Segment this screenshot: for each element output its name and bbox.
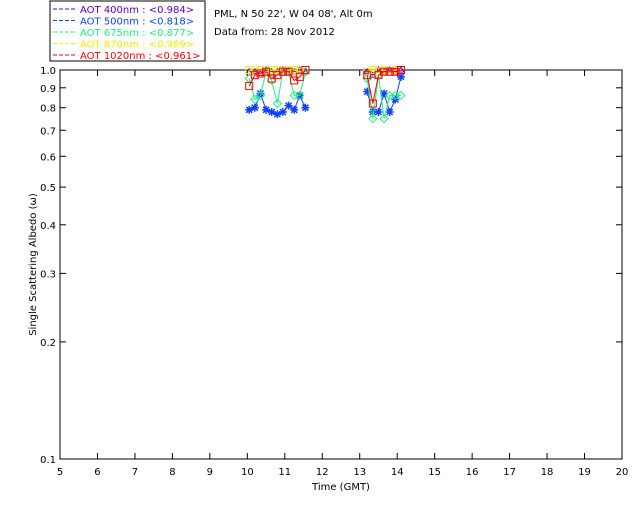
- y-tick-label: 0.9: [40, 84, 56, 95]
- legend-entry: AOT 400nm : <0.984>: [80, 5, 194, 16]
- data-point: [285, 102, 293, 110]
- x-tick-label: 18: [541, 467, 554, 478]
- data-point: [262, 106, 270, 114]
- data-point: [295, 72, 304, 81]
- x-tick-label: 13: [353, 467, 366, 478]
- data-point: [379, 113, 389, 124]
- data-point: [267, 66, 276, 74]
- y-tick-label: 0.3: [40, 269, 56, 280]
- data-point: [368, 113, 378, 124]
- x-tick-label: 8: [169, 467, 175, 478]
- data-point: [290, 66, 299, 74]
- legend-entry: AOT 1020nm : <0.961>: [80, 51, 200, 62]
- x-tick-label: 10: [241, 467, 254, 478]
- data-point: [396, 90, 406, 101]
- x-tick-label: 14: [391, 467, 404, 478]
- data-point: [250, 71, 259, 80]
- data-point: [369, 108, 377, 116]
- data-point: [256, 69, 265, 78]
- legend-box: [49, 0, 206, 62]
- x-tick-label: 7: [132, 467, 138, 478]
- plot-frame: [59, 69, 623, 460]
- x-tick-label: 16: [466, 467, 479, 478]
- data-point: [362, 73, 372, 84]
- data-point: [295, 90, 305, 101]
- y-tick-label: 0.7: [40, 126, 56, 137]
- y-axis-label: Single Scattering Albedo (ω): [28, 193, 39, 336]
- y-tick-label: 0.5: [40, 183, 56, 194]
- x-tick-label: 12: [316, 467, 329, 478]
- y-tick-label: 0.8: [40, 104, 56, 115]
- x-tick-label: 5: [57, 467, 63, 478]
- data-point: [380, 67, 389, 76]
- data-point: [262, 67, 271, 76]
- data-point: [380, 89, 388, 98]
- data-point: [272, 98, 283, 109]
- y-tick-label: 0.2: [40, 338, 56, 349]
- legend-entry: AOT 675nm : <0.877>: [80, 28, 194, 39]
- x-tick-label: 6: [94, 467, 100, 478]
- data-point: [251, 104, 259, 112]
- y-tick-label: 0.1: [40, 455, 56, 466]
- data-point: [245, 81, 254, 90]
- x-tick-label: 17: [503, 467, 516, 478]
- legend-entry: AOT 870nm : <0.989>: [80, 40, 194, 51]
- legend-entry: AOT 500nm : <0.818>: [80, 17, 194, 28]
- x-tick-label: 11: [278, 467, 291, 478]
- data-point: [396, 66, 405, 74]
- data-point: [268, 108, 276, 116]
- data-point: [363, 71, 372, 80]
- data-point: [385, 67, 394, 76]
- chart-subtitle: Data from: 28 Nov 2012: [214, 27, 335, 38]
- x-tick-label: 9: [207, 467, 213, 478]
- data-point: [250, 94, 260, 105]
- y-tick-label: 0.6: [40, 152, 56, 163]
- data-point: [301, 104, 309, 112]
- data-point: [391, 67, 400, 76]
- data-point: [279, 108, 287, 116]
- y-tick-label: 0.4: [40, 221, 56, 232]
- x-tick-label: 20: [616, 467, 629, 478]
- data-point: [278, 67, 287, 76]
- data-point: [245, 66, 254, 74]
- data-point: [284, 67, 293, 76]
- data-point: [295, 67, 304, 76]
- data-point: [368, 66, 377, 74]
- x-axis-label: Time (GMT): [311, 482, 370, 493]
- data-point: [273, 66, 282, 74]
- x-tick-label: 15: [428, 467, 441, 478]
- data-point: [290, 106, 298, 114]
- series-line: [366, 75, 401, 119]
- data-point: [386, 108, 394, 116]
- chart-title: PML, N 50 22', W 04 08', Alt 0m: [214, 9, 373, 20]
- series-line: [366, 69, 402, 104]
- y-tick-label: 1.0: [40, 66, 56, 77]
- data-point: [368, 99, 377, 108]
- data-point: [374, 108, 382, 116]
- x-tick-label: 19: [578, 467, 591, 478]
- data-point: [397, 73, 405, 81]
- data-point: [301, 66, 310, 74]
- series-line: [367, 69, 401, 73]
- data-point: [255, 90, 266, 101]
